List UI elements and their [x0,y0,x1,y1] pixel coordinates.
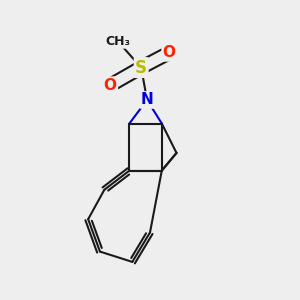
Text: S: S [135,58,147,76]
Text: N: N [141,92,153,107]
Text: O: O [104,78,117,93]
Text: O: O [163,45,176,60]
Text: CH₃: CH₃ [105,34,130,48]
